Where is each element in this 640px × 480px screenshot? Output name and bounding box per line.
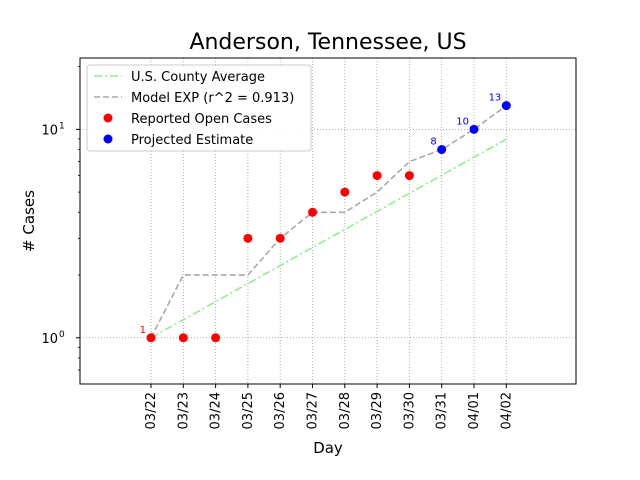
x-tick-label: 03/31 (435, 392, 450, 429)
x-axis-label: Day (313, 439, 343, 457)
data-point-reported-open-cases (308, 207, 317, 217)
y-tick-exponent: 1 (59, 121, 65, 131)
data-label: 1 (140, 325, 146, 336)
data-point-reported-open-cases (243, 233, 253, 243)
annotation-layer: 1 8 10 13 (140, 93, 502, 336)
data-label: 13 (489, 93, 502, 104)
x-tick-label: 03/30 (402, 392, 417, 429)
y-tick-label: 10 (41, 123, 58, 138)
x-tick-label: 04/01 (467, 392, 482, 429)
data-point-reported-open-cases (404, 171, 414, 181)
data-point-reported-open-cases (178, 333, 188, 343)
y-axis-label: # Cases (20, 190, 38, 252)
data-point-reported-open-cases (372, 171, 382, 181)
x-tick-label: 03/22 (144, 392, 159, 429)
legend: U.S. County Average Model EXP (r^2 = 0.91… (86, 64, 312, 152)
x-axis: 03/22 03/23 03/24 03/25 03/26 03/27 03/28 03/29… (144, 384, 514, 429)
legend-entry-label: U.S. County Average (131, 70, 265, 85)
plot-frame (79, 57, 577, 385)
data-label: 10 (456, 116, 469, 127)
legend-entry-label: Reported Open Cases (131, 112, 272, 127)
x-tick-label: 03/26 (273, 392, 288, 429)
x-tick-label: 03/25 (241, 392, 256, 429)
data-point-projected-estimate (437, 145, 447, 155)
data-point-reported-open-cases (340, 187, 350, 197)
legend-entry-label: Projected Estimate (131, 133, 253, 148)
data-point-projected-estimate (501, 101, 511, 111)
data-point-reported-open-cases (146, 333, 156, 343)
series-line-model-exp-r-2-0-913 (150, 104, 507, 339)
legend-box (86, 64, 312, 152)
y-tick-label: 10 (41, 332, 58, 347)
series-line-u-s-county-average (150, 138, 507, 339)
y-tick-exponent: 0 (59, 330, 65, 340)
series-layer (146, 101, 511, 343)
x-tick-label: 03/29 (370, 392, 385, 429)
legend-marker-swatch (103, 134, 113, 144)
data-point-reported-open-cases (211, 333, 221, 343)
data-label: 8 (430, 137, 436, 148)
legend-entry-label: Model EXP (r^2 = 0.913) (131, 91, 294, 106)
chart-title: Anderson, Tennessee, US (189, 30, 466, 55)
x-tick-label: 04/02 (499, 392, 514, 429)
x-tick-label: 03/23 (176, 392, 191, 429)
x-tick-label: 03/24 (209, 392, 224, 429)
data-point-projected-estimate (469, 124, 479, 134)
x-tick-label: 03/28 (338, 392, 353, 429)
data-point-reported-open-cases (275, 233, 285, 243)
x-tick-label: 03/27 (306, 392, 321, 429)
legend-marker-swatch (103, 113, 113, 123)
